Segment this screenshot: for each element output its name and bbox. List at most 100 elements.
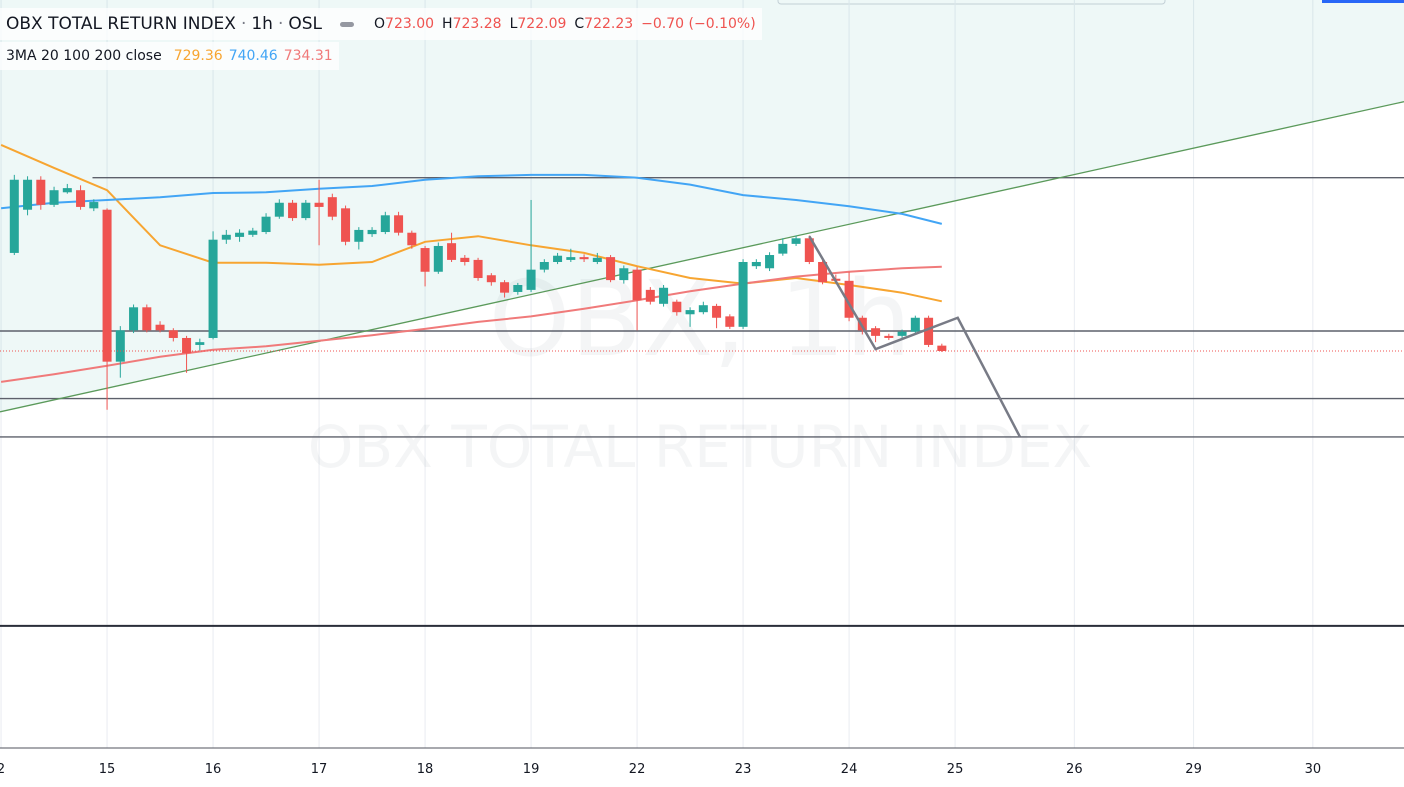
- candle-body: [513, 284, 523, 292]
- candle-body: [76, 190, 86, 207]
- candle-body: [500, 282, 510, 293]
- candle-body: [327, 197, 337, 217]
- x-tick-label: 22: [629, 762, 646, 777]
- indicator-row: 3MA 20 100 200 close 729.36 740.46 734.31: [0, 42, 339, 70]
- candle-body: [685, 310, 695, 315]
- candle-body: [23, 179, 33, 210]
- candle-body: [301, 202, 311, 219]
- candle-body: [897, 331, 907, 336]
- candle-body: [182, 337, 192, 354]
- candle-body: [486, 275, 496, 283]
- x-tick-label: 26: [1066, 762, 1083, 777]
- candle-body: [195, 342, 205, 345]
- ohlc-letter: L: [509, 16, 518, 32]
- candle-body: [566, 257, 576, 260]
- candle-body: [102, 209, 112, 362]
- moving-average: [0, 173, 943, 225]
- x-tick-label: 17: [311, 762, 328, 777]
- ohlc-letter: O: [374, 16, 386, 32]
- candle-body: [725, 316, 735, 327]
- candle-body: [341, 208, 351, 242]
- separator: ·: [277, 14, 284, 34]
- header: OBX TOTAL RETURN INDEX · 1h · OSL O 723.0…: [0, 8, 762, 70]
- candle-body: [36, 179, 46, 205]
- separator: ·: [240, 14, 247, 34]
- candle-body: [526, 269, 536, 290]
- candle-body: [804, 238, 814, 262]
- candle-body: [579, 257, 589, 260]
- candle-body: [49, 190, 59, 205]
- ma-value: 734.31: [283, 48, 333, 64]
- channel-fill: [0, 0, 1404, 412]
- dropdown-edge: [777, 0, 1166, 5]
- toggle-icon[interactable]: [340, 21, 355, 27]
- candle-body: [645, 289, 655, 302]
- time-axis: [0, 748, 1404, 787]
- candle-body: [129, 307, 139, 331]
- candle-body: [380, 215, 390, 233]
- watermark-subtitle: OBX TOTAL RETURN INDEX: [308, 413, 1093, 481]
- candle-body: [738, 261, 748, 327]
- ohlc-value: 722.09: [517, 16, 567, 32]
- candle-body: [248, 230, 258, 235]
- candle-body: [261, 216, 271, 233]
- candle-body: [447, 243, 457, 260]
- candle-body: [672, 301, 682, 313]
- candle-body: [142, 307, 152, 331]
- exchange: OSL: [288, 14, 323, 34]
- candle-body: [9, 179, 19, 253]
- ma-value: 740.46: [228, 48, 278, 64]
- top-tab: [1322, 0, 1404, 3]
- candle-body: [924, 317, 934, 345]
- ohlc-value: 723.28: [452, 16, 502, 32]
- candle-body: [937, 345, 947, 351]
- candle-body: [288, 202, 298, 219]
- x-tick-label: 30: [1305, 762, 1322, 777]
- candle-body: [274, 202, 284, 217]
- x-tick-label: 29: [1185, 762, 1202, 777]
- candle-body: [89, 202, 99, 209]
- symbol-row: OBX TOTAL RETURN INDEX · 1h · OSL O 723.0…: [0, 8, 762, 40]
- candle-body: [778, 243, 788, 254]
- candle-body: [115, 330, 125, 362]
- candle-body: [539, 261, 549, 270]
- candle-body: [818, 261, 828, 283]
- ohlc-letter: C: [574, 16, 585, 32]
- candle-body: [354, 229, 364, 242]
- candle-body: [632, 269, 642, 301]
- candle-body: [751, 261, 761, 267]
- candle-body: [208, 239, 218, 338]
- candle-body: [659, 287, 669, 304]
- trendline: [0, 101, 1404, 413]
- candle-body: [221, 234, 231, 240]
- x-tick-label: 24: [841, 762, 858, 777]
- x-tick-label: 16: [205, 762, 222, 777]
- candle-body: [606, 257, 616, 281]
- x-tick-label: 19: [523, 762, 540, 777]
- x-tick-label: 18: [417, 762, 434, 777]
- watermark: OBX, 1h: [489, 258, 912, 380]
- candle-body: [168, 330, 178, 338]
- candle-body: [433, 245, 443, 272]
- candle-body: [592, 257, 602, 262]
- interval[interactable]: 1h: [251, 14, 273, 34]
- candle-body: [420, 248, 430, 272]
- candle-body: [460, 257, 470, 262]
- candle-body: [473, 259, 483, 279]
- candle-body: [62, 188, 72, 193]
- candle-body: [407, 232, 417, 246]
- x-tick-label: 15: [99, 762, 116, 777]
- candle-body: [712, 305, 722, 318]
- ma-value: 729.36: [173, 48, 223, 64]
- candle-body: [314, 202, 324, 207]
- ohlc-value: 722.23: [584, 16, 634, 32]
- candle-body: [553, 255, 563, 262]
- candle-body: [765, 255, 775, 269]
- candle-body: [367, 229, 377, 235]
- moving-average: [0, 143, 943, 303]
- ohlc-letter: H: [442, 16, 453, 32]
- candle-body: [698, 305, 708, 313]
- indicator-label[interactable]: 3MA 20 100 200 close: [6, 48, 162, 64]
